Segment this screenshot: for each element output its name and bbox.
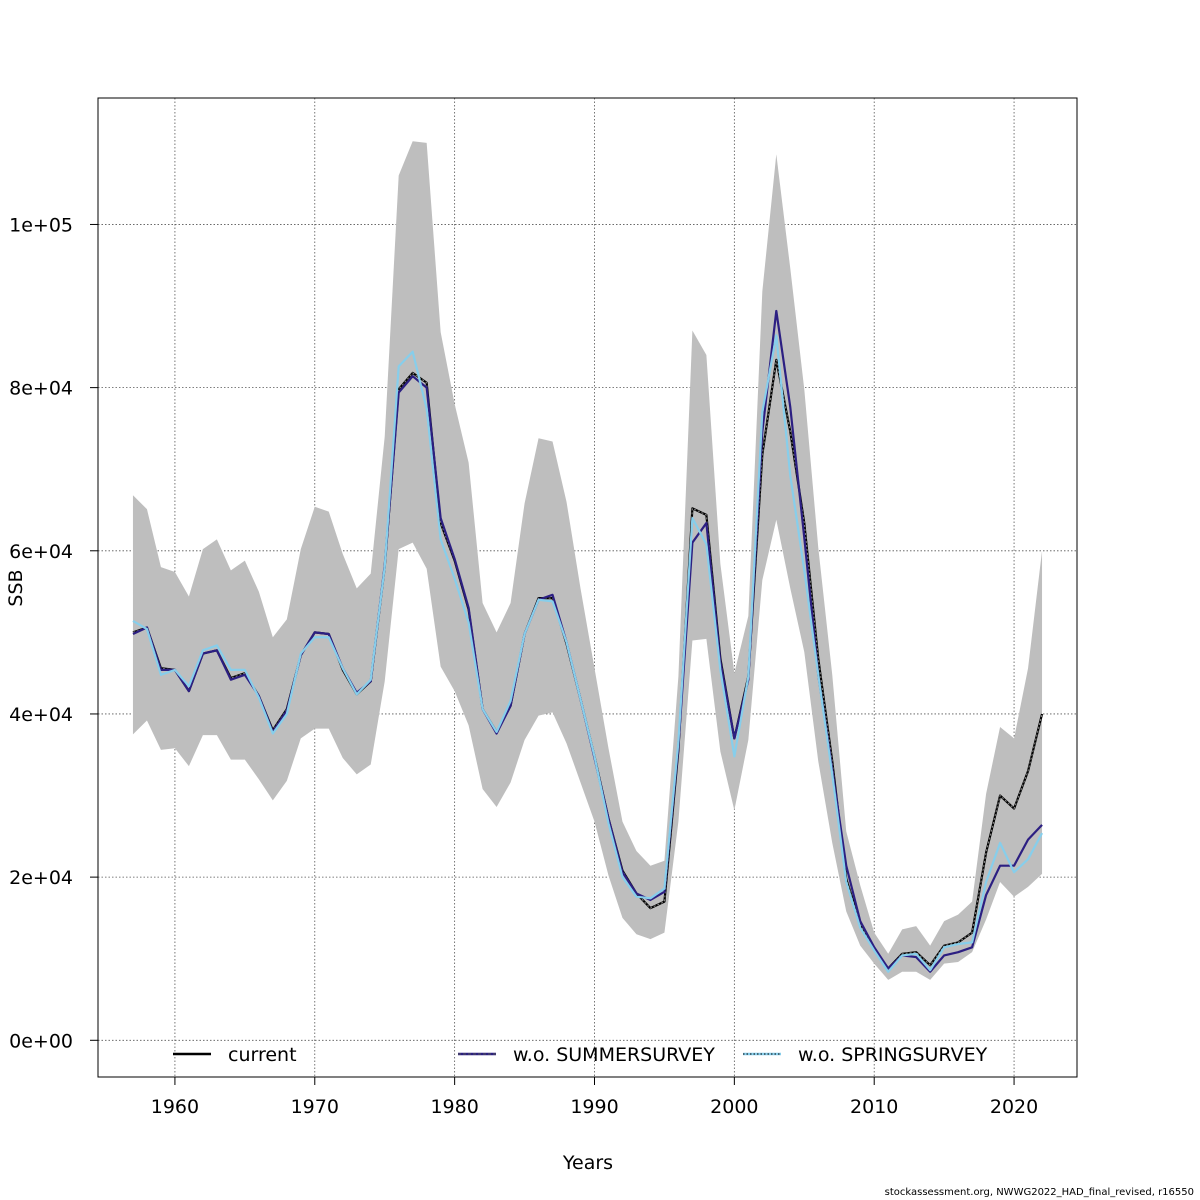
y-tick-label: 0e+00 [9,1030,73,1052]
x-axis: 1960 1970 1980 1990 2000 2010 2020 [151,1077,1038,1118]
series-lines [132,309,1044,973]
grid [98,98,1077,1077]
plot-frame [97,97,1078,1078]
legend-label: w.o. SPRINGSURVEY [798,1044,988,1066]
y-tick-label: 1e+05 [9,214,73,236]
y-tick-label: 6e+04 [9,541,73,563]
x-tick-label: 1980 [430,1096,478,1118]
legend: current w.o. SUMMERSURVEY w.o. SPRINGSURVE… [173,1044,988,1066]
y-axis: 0e+00 2e+04 4e+04 6e+04 8e+04 1e+05 [9,214,98,1052]
x-tick-label: 1990 [570,1096,618,1118]
y-tick-label: 4e+04 [9,704,73,726]
x-tick-label: 2010 [850,1096,898,1118]
x-tick-label: 1960 [151,1096,199,1118]
y-axis-title: SSB [5,569,27,606]
series-line-2 [132,334,1044,973]
confidence-band [132,141,1043,980]
x-tick-label: 1970 [291,1096,339,1118]
legend-label: current [228,1044,297,1066]
footer-credit: stockassessment.org, NWWG2022_HAD_final_… [884,1187,1194,1198]
x-tick-label: 2000 [710,1096,758,1118]
x-axis-title: Years [562,1152,613,1174]
y-tick-label: 8e+04 [9,378,73,400]
legend-label: w.o. SUMMERSURVEY [513,1044,715,1066]
y-tick-label: 2e+04 [9,867,73,889]
x-tick-label: 2020 [990,1096,1038,1118]
confidence-band-layer [132,141,1043,980]
